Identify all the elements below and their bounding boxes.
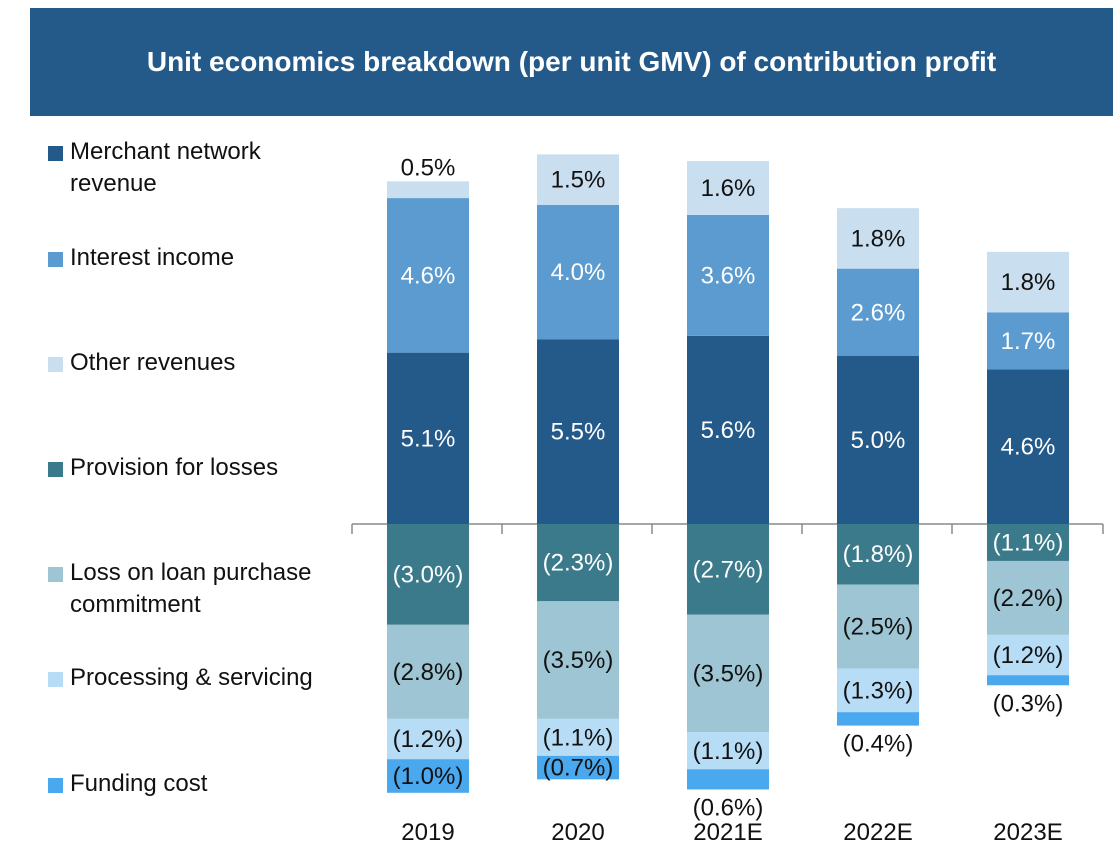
legend-label: Processing & servicing: [70, 664, 313, 691]
legend-swatch: [48, 146, 63, 161]
data-label-provision-for-losses-2023e: (1.1%): [993, 529, 1064, 556]
legend-label: Interest income: [70, 244, 235, 271]
bar-segment-merchant-network-revenue-2020: [537, 339, 619, 524]
bar-segment-loss-on-loan-purchase-commitment-2021e: [687, 614, 769, 733]
data-label-merchant-network-revenue-2022e: 5.0%: [851, 427, 906, 454]
data-label-processing-and-servicing-2023e: (1.2%): [993, 642, 1064, 669]
bar-segment-processing-and-servicing-2019: [387, 718, 469, 760]
bar-segment-funding-cost-2020: [537, 755, 619, 780]
data-label-interest-income-2020: 4.0%: [551, 259, 606, 286]
legend: Merchant network revenue Interest income O…: [48, 136, 348, 816]
data-label-interest-income-2019: 4.6%: [401, 262, 456, 289]
data-label-funding-cost-2020: (0.7%): [543, 755, 614, 782]
bar-segment-loss-on-loan-purchase-commitment-2019: [387, 624, 469, 719]
bar-segment-processing-and-servicing-2022e: [837, 668, 919, 713]
legend-swatch: [48, 778, 63, 793]
bar-segment-provision-for-losses-2020: [537, 524, 619, 602]
data-label-merchant-network-revenue-2019: 5.1%: [401, 425, 456, 452]
x-tick-label-2022e: 2022E: [843, 819, 912, 843]
data-label-provision-for-losses-2022e: (1.8%): [843, 541, 914, 568]
bar-segment-provision-for-losses-2022e: [837, 524, 919, 585]
legend-swatch: [48, 252, 63, 267]
data-label-funding-cost-2019: (1.0%): [393, 763, 464, 790]
bar-segment-funding-cost-2019: [387, 759, 469, 793]
data-label-merchant-network-revenue-2023e: 4.6%: [1001, 434, 1056, 461]
data-label-processing-and-servicing-2020: (1.1%): [543, 724, 614, 751]
bar-segment-merchant-network-revenue-2022e: [837, 356, 919, 524]
bar-segment-interest-income-2019: [387, 198, 469, 353]
legend-label: Loss on loan purchase commitment: [70, 559, 312, 618]
data-label-processing-and-servicing-2019: (1.2%): [393, 726, 464, 753]
bar-segment-funding-cost-2021e: [687, 769, 769, 790]
data-label-other-revenues-2022e: 1.8%: [851, 225, 906, 252]
bar-segment-loss-on-loan-purchase-commitment-2020: [537, 601, 619, 719]
data-label-other-revenues-2023e: 1.8%: [1001, 269, 1056, 296]
data-label-loss-on-loan-purchase-commitment-2019: (2.8%): [393, 659, 464, 686]
bar-segment-processing-and-servicing-2023e: [987, 634, 1069, 676]
data-label-other-revenues-2021e: 1.6%: [701, 175, 756, 202]
title-bar: Unit economics breakdown (per unit GMV) …: [30, 8, 1113, 116]
bar-segment-funding-cost-2023e: [987, 675, 1069, 686]
bar-segment-interest-income-2023e: [987, 312, 1069, 370]
legend-swatch: [48, 462, 63, 477]
data-label-interest-income-2022e: 2.6%: [851, 299, 906, 326]
bar-segment-provision-for-losses-2019: [387, 524, 469, 625]
data-label-provision-for-losses-2021e: (2.7%): [693, 556, 764, 583]
bar-segment-processing-and-servicing-2021e: [687, 732, 769, 770]
x-tick-label-2021e: 2021E: [693, 819, 762, 843]
bar-segment-provision-for-losses-2021e: [687, 524, 769, 615]
data-label-processing-and-servicing-2021e: (1.1%): [693, 738, 764, 765]
data-label-funding-cost-2021e: (0.6%): [693, 794, 764, 821]
bar-segment-interest-income-2020: [537, 204, 619, 340]
bar-segment-processing-and-servicing-2020: [537, 718, 619, 756]
legend-label: Funding cost: [70, 770, 208, 797]
bar-segment-funding-cost-2022e: [837, 712, 919, 726]
bar-segment-merchant-network-revenue-2021e: [687, 335, 769, 524]
data-label-funding-cost-2023e: (0.3%): [993, 690, 1064, 717]
data-label-other-revenues-2019: 0.5%: [401, 154, 456, 181]
data-label-interest-income-2021e: 3.6%: [701, 262, 756, 289]
bar-segment-other-revenues-2020: [537, 154, 619, 205]
chart-title: Unit economics breakdown (per unit GMV) …: [146, 46, 997, 77]
legend-swatch: [48, 357, 63, 372]
bar-segment-interest-income-2021e: [687, 214, 769, 336]
x-tick-label-2023e: 2023E: [993, 819, 1062, 843]
bar-segment-interest-income-2022e: [837, 268, 919, 356]
data-label-interest-income-2023e: 1.7%: [1001, 328, 1056, 355]
legend-label: Other revenues: [70, 349, 236, 376]
bar-segment-other-revenues-2019: [387, 181, 469, 199]
data-label-processing-and-servicing-2022e: (1.3%): [843, 677, 914, 704]
legend-swatch: [48, 567, 63, 582]
legend-label: Merchant network revenue: [70, 138, 261, 197]
data-label-loss-on-loan-purchase-commitment-2021e: (3.5%): [693, 661, 764, 688]
bar-segment-merchant-network-revenue-2023e: [987, 369, 1069, 524]
bar-segment-loss-on-loan-purchase-commitment-2022e: [837, 584, 919, 669]
data-label-loss-on-loan-purchase-commitment-2020: (3.5%): [543, 647, 614, 674]
data-label-loss-on-loan-purchase-commitment-2022e: (2.5%): [843, 613, 914, 640]
x-tick-label-2019: 2019: [401, 819, 454, 843]
data-label-merchant-network-revenue-2020: 5.5%: [551, 419, 606, 446]
bar-segment-merchant-network-revenue-2019: [387, 352, 469, 524]
data-label-provision-for-losses-2019: (3.0%): [393, 561, 464, 588]
bar-segment-provision-for-losses-2023e: [987, 524, 1069, 561]
data-label-provision-for-losses-2020: (2.3%): [543, 550, 614, 577]
x-tick-label-2020: 2020: [551, 819, 604, 843]
legend-swatch: [48, 672, 63, 687]
data-label-merchant-network-revenue-2021e: 5.6%: [701, 417, 756, 444]
data-label-loss-on-loan-purchase-commitment-2023e: (2.2%): [993, 585, 1064, 612]
data-label-other-revenues-2020: 1.5%: [551, 167, 606, 194]
bar-segment-other-revenues-2023e: [987, 251, 1069, 313]
data-label-funding-cost-2022e: (0.4%): [843, 731, 914, 758]
bar-segment-other-revenues-2022e: [837, 208, 919, 269]
legend-label: Provision for losses: [70, 454, 279, 481]
bar-segment-loss-on-loan-purchase-commitment-2023e: [987, 560, 1069, 635]
bar-segment-other-revenues-2021e: [687, 161, 769, 215]
